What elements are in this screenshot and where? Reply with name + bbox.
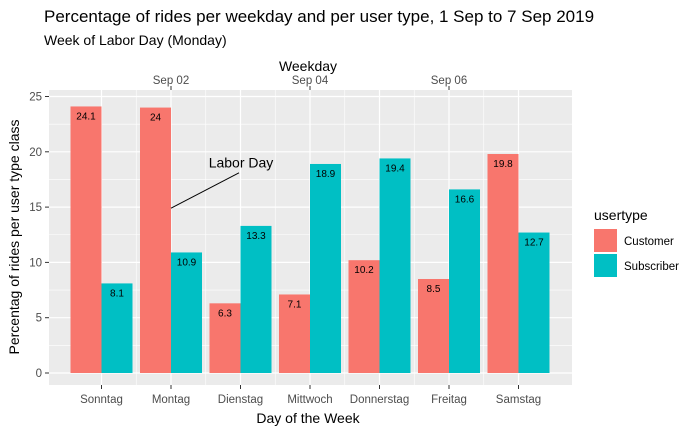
y-tick-label: 25: [29, 92, 42, 104]
bar-labels: 24.1 24 6.3 7.1 10.2 8.5 19.8 8.1 10.9 13.3 18.9 19…: [76, 111, 544, 319]
bar-subscriber-donnerstag: [379, 158, 411, 373]
y-axis-title: Percentag of rides per user type class: [6, 119, 22, 354]
legend-label-customer: Customer: [624, 236, 674, 248]
x-tick-label: Freitag: [431, 394, 467, 406]
bar-value-label: 19.4: [385, 163, 405, 174]
chart-title: Percentage of rides per weekday and per …: [44, 7, 594, 26]
y-tick-label: 15: [29, 202, 42, 214]
x-axis-title: Day of the Week: [256, 410, 360, 426]
legend-key-customer: [594, 229, 617, 252]
secondary-x-tick-label: Sep 04: [292, 75, 329, 87]
legend-label-subscriber: Subscriber: [624, 261, 679, 273]
bar-value-label: 16.6: [455, 194, 475, 205]
secondary-x-tick-label: Sep 02: [153, 75, 189, 87]
bar-value-label: 8.1: [110, 288, 124, 299]
x-tick-label: Mittwoch: [287, 394, 332, 406]
bar-value-label: 10.9: [177, 257, 197, 268]
bar-value-label: 12.7: [524, 238, 544, 249]
x-tick-label: Donnerstag: [350, 394, 409, 406]
bar-subscriber-sonntag: [101, 283, 133, 373]
bar-customer-donnerstag: [348, 260, 380, 373]
y-tick-label: 20: [29, 147, 42, 159]
bar-value-label: 7.1: [288, 299, 302, 310]
bar-value-label: 18.9: [316, 169, 336, 180]
legend: usertype Customer Subscriber: [594, 207, 679, 277]
bar-customer-freitag: [418, 278, 449, 373]
bar-value-label: 6.3: [218, 308, 232, 319]
bar-subscriber-mittwoch: [310, 163, 341, 373]
annotation-label: Labor Day: [209, 154, 274, 170]
bar-customer-dienstag: [209, 303, 241, 373]
y-tick-label: 0: [36, 368, 42, 380]
bar-value-label: 24: [150, 113, 162, 124]
bars: [70, 106, 550, 373]
bar-subscriber-freitag: [449, 189, 480, 373]
secondary-x-tick-label: Sep 06: [431, 75, 467, 87]
bar-value-label: 13.3: [246, 231, 266, 242]
bar-customer-samstag: [487, 154, 519, 373]
bar-value-label: 10.2: [354, 265, 374, 276]
x-tick-label: Dienstag: [218, 394, 263, 406]
y-tick-label: 5: [36, 313, 42, 325]
bar-value-label: 24.1: [76, 111, 96, 122]
legend-key-subscriber: [594, 254, 617, 277]
x-tick-label: Samstag: [496, 394, 541, 406]
bar-value-label: 19.8: [493, 159, 513, 170]
annotation-pointer: [170, 172, 240, 209]
bar-customer-sonntag: [70, 106, 102, 373]
bar-customer-montag: [140, 107, 171, 373]
axes: 0 5 10 15 20 25 Sonntag Montag Dienstag Mittwoch D…: [29, 75, 541, 406]
bar-subscriber-montag: [171, 252, 202, 373]
chart-subtitle: Week of Labor Day (Monday): [44, 32, 227, 48]
bar-value-label: 8.5: [427, 284, 441, 295]
bar-subscriber-dienstag: [240, 225, 272, 373]
x-tick-label: Sonntag: [80, 394, 123, 406]
legend-title: usertype: [594, 207, 648, 223]
y-tick-label: 10: [29, 257, 42, 269]
bar-subscriber-samstag: [518, 232, 550, 373]
x-tick-label: Montag: [152, 394, 190, 406]
annotation: Labor Day: [170, 154, 274, 209]
secondary-x-axis-title: Weekday: [279, 58, 337, 74]
bar-customer-mittwoch: [279, 294, 310, 373]
